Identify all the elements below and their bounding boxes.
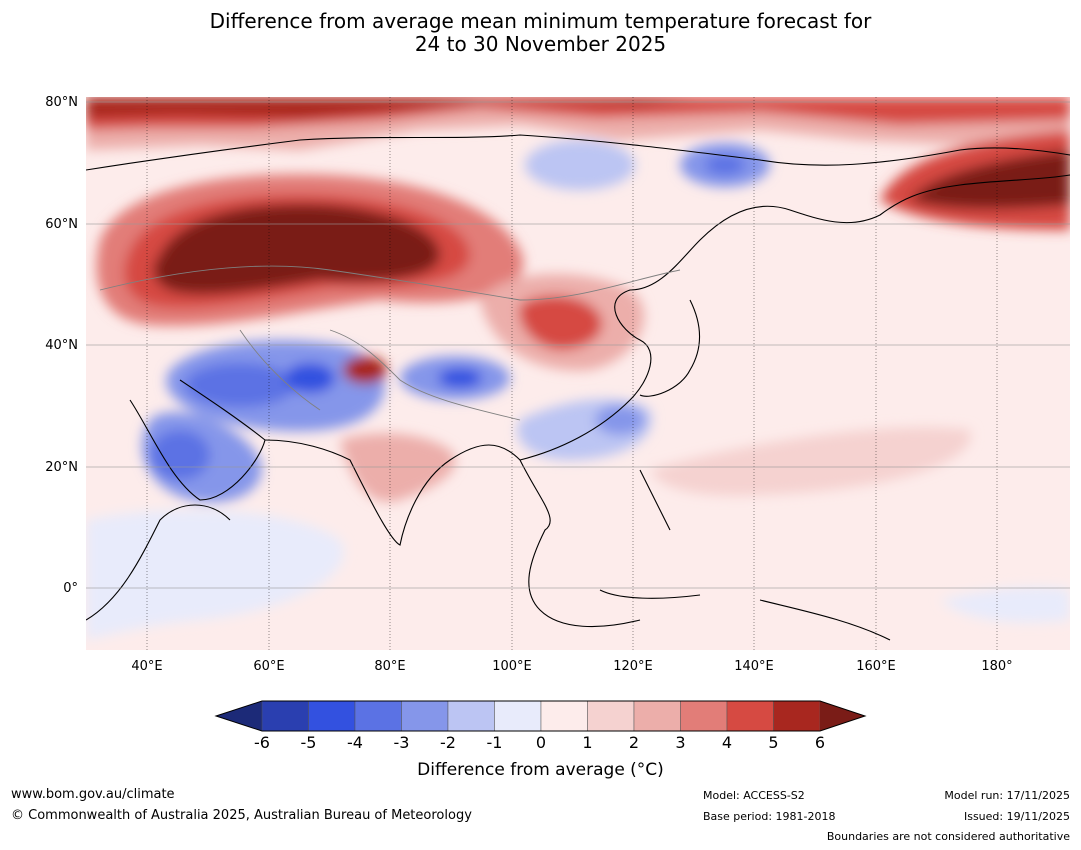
colorbar-cell [540, 700, 588, 732]
coastlines [86, 134, 1070, 641]
cold-iran-core [185, 363, 295, 407]
colorbar-cell [308, 700, 356, 732]
cold-yakutia-core [705, 155, 745, 175]
border-himalaya [329, 329, 521, 421]
coastline-islands [599, 469, 891, 641]
colorbar-cell [680, 700, 728, 732]
lat-label-0: 0° [63, 581, 78, 596]
lon-label-160E: 160°E [856, 659, 896, 674]
colorbar-cell [587, 700, 635, 732]
lon-label-80E: 80°E [374, 659, 406, 674]
warm-kashmir-spot [343, 356, 387, 384]
colorbar-tick-label: 1 [582, 733, 593, 752]
border-russia-south [99, 265, 681, 301]
cold-yakutia-west [525, 140, 635, 190]
lon-label-180: 180° [981, 659, 1013, 674]
colorbar-tick-label: -2 [440, 733, 456, 752]
cold-afghan-core [285, 363, 335, 393]
footer-issued: Issued: 19/11/2025 [963, 810, 1070, 823]
lon-label-120E: 120°E [613, 659, 653, 674]
colorbar-tick-label: 4 [721, 733, 733, 752]
map-title-line-2: 24 to 30 November 2025 [414, 32, 667, 56]
footer-base-period: Base period: 1981-2018 [703, 810, 836, 823]
colorbar-cell [773, 700, 821, 732]
colorbar-low-extend [216, 701, 262, 731]
cold-south-china-core [595, 405, 645, 435]
coastline-east-africa [86, 504, 231, 621]
anomaly-field [86, 97, 1070, 650]
footer-disclaimer: Boundaries are not considered authoritat… [826, 830, 1070, 843]
lon-label-100E: 100°E [492, 659, 532, 674]
warm-india [340, 433, 456, 502]
lat-label-20N: 20°N [45, 460, 78, 475]
colorbar-tick-label: -6 [254, 733, 270, 752]
footer-model: Model: ACCESS-S2 [703, 789, 805, 802]
border-central-asia [239, 329, 321, 411]
warm-siberia-core [153, 204, 440, 295]
lon-label-140E: 140°E [734, 659, 774, 674]
map-title-line-1: Difference from average mean minimum tem… [209, 9, 872, 33]
coastline-arabia [129, 379, 266, 501]
lon-label-60E: 60°E [253, 659, 285, 674]
colorbar-tick-label: -4 [347, 733, 363, 752]
latitude-gridlines [86, 101, 1070, 589]
colorbar-cell [633, 700, 681, 732]
colorbar-cell [726, 700, 774, 732]
footer-website[interactable]: www.bom.gov.au/climate [11, 787, 175, 802]
colorbar-tick-label: -1 [486, 733, 503, 752]
colorbar-high-extend [820, 701, 865, 731]
warm-chukotka-core [910, 150, 1070, 209]
colorbar-tick-label: -5 [300, 733, 317, 752]
coastline-korea-japan [639, 299, 701, 397]
colorbar-tick-label: 6 [814, 733, 826, 752]
coastline-east-asia [519, 174, 1070, 461]
longitude-gridlines [146, 97, 998, 650]
cold-equatorial-indian-ocean [86, 509, 344, 640]
colorbar-tick-label: 3 [675, 733, 686, 752]
colorbar-outline [214, 700, 867, 732]
colorbar-tick-label: 0 [535, 733, 547, 752]
colorbar-title: Difference from average (°C) [417, 760, 664, 780]
cold-equatorial-pacific [940, 587, 1070, 623]
colorbar-cell [447, 700, 495, 732]
lat-label-60N: 60°N [45, 217, 78, 232]
coastline-south-asia [264, 439, 641, 628]
lat-label-80N: 80°N [45, 95, 78, 110]
footer-copyright: © Commonwealth of Australia 2025, Austra… [11, 808, 472, 823]
warm-pacific-band [650, 427, 971, 496]
footer-model-run: Model run: 17/11/2025 [944, 789, 1070, 802]
country-borders [99, 265, 681, 421]
lon-label-40E: 40°E [131, 659, 163, 674]
warm-mongolia-core [519, 295, 603, 350]
cold-arabia-core [150, 430, 210, 480]
colorbar-tick-label: -3 [393, 733, 410, 752]
colorbar-cell [261, 700, 309, 732]
colorbar-tick-label: 2 [628, 733, 640, 752]
colorbar [214, 700, 867, 732]
cold-tibet-core [438, 368, 482, 388]
lat-label-40N: 40°N [45, 338, 78, 353]
colorbar-tick-label: 5 [768, 733, 779, 752]
colorbar-cell [494, 700, 542, 732]
colorbar-cell [354, 700, 402, 732]
colorbar-cell [401, 700, 449, 732]
coastline-arctic [86, 134, 1070, 171]
